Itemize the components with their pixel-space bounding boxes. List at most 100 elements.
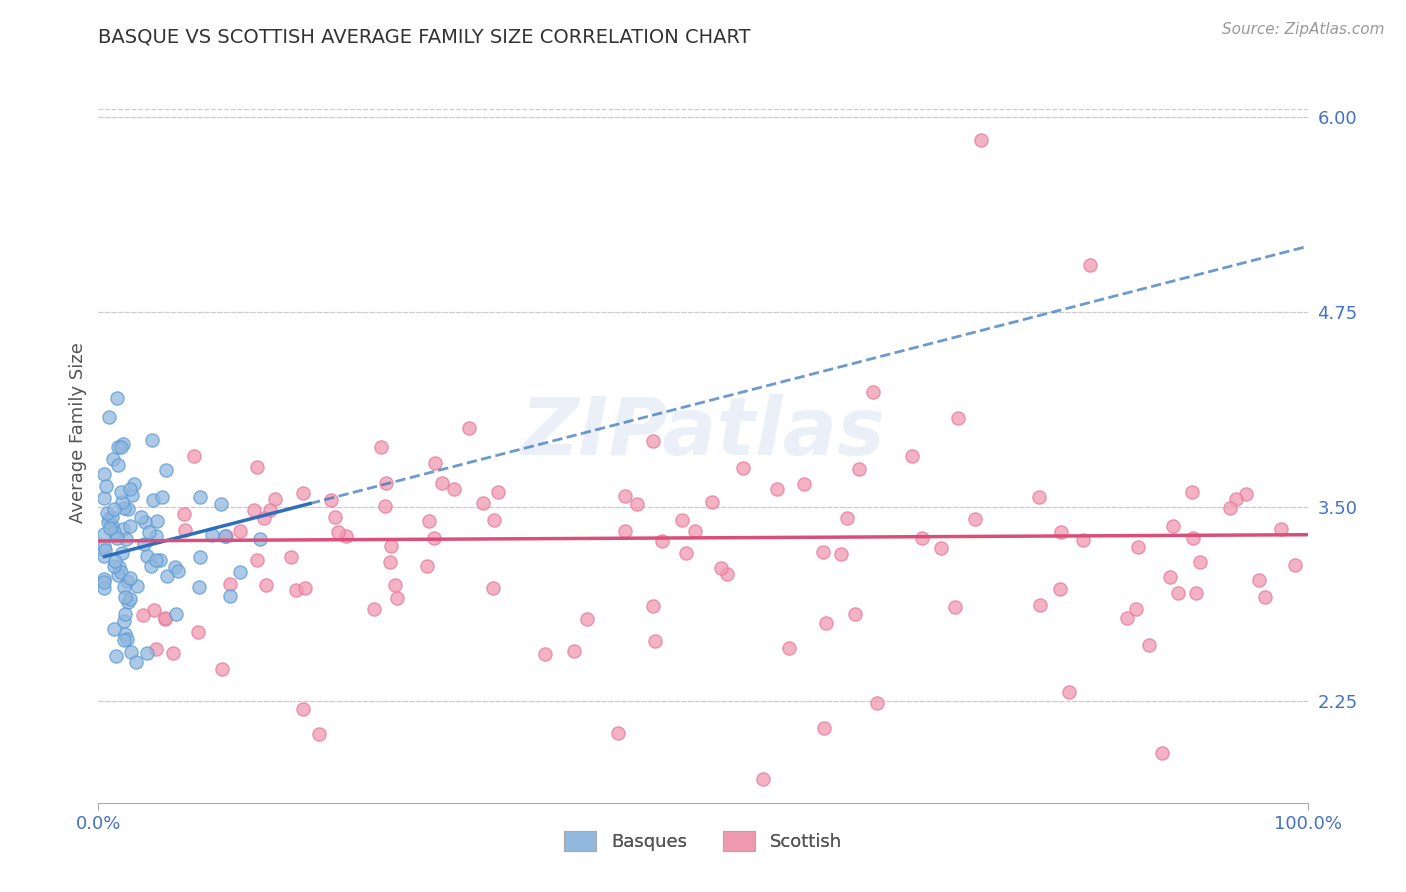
Point [626, 497, 648, 511]
Point [778, 640, 800, 655]
Point [970, 133, 993, 147]
Point [1225, 491, 1247, 506]
Point [651, 534, 673, 549]
Point [1161, 519, 1184, 533]
Point [430, 476, 453, 491]
Point [145, 641, 167, 656]
Point [110, 484, 132, 499]
Point [118, 519, 141, 533]
Point [253, 510, 276, 524]
Point [93, 491, 115, 506]
Point [1254, 591, 1277, 605]
Point [187, 580, 209, 594]
Point [848, 462, 870, 476]
Point [129, 509, 152, 524]
Point [702, 495, 724, 509]
Point [229, 566, 252, 580]
Point [1247, 573, 1270, 587]
Point [1028, 490, 1050, 504]
Point [112, 501, 135, 516]
Point [156, 569, 179, 583]
Point [110, 565, 132, 579]
Point [112, 633, 135, 648]
Point [209, 497, 232, 511]
Point [138, 524, 160, 539]
Point [125, 655, 148, 669]
Point [564, 644, 586, 658]
Point [112, 580, 135, 594]
Point [835, 510, 858, 524]
Point [264, 491, 287, 506]
Point [107, 559, 129, 574]
Point [482, 581, 505, 595]
Point [319, 493, 342, 508]
Point [830, 548, 852, 562]
Point [1049, 524, 1071, 539]
Point [173, 507, 195, 521]
Point [1057, 684, 1080, 698]
Point [115, 632, 138, 646]
Point [214, 529, 236, 543]
Point [614, 524, 637, 539]
Point [384, 578, 406, 592]
Point [100, 518, 122, 533]
Point [97, 515, 120, 529]
Point [374, 499, 396, 513]
Point [443, 482, 465, 496]
Point [149, 552, 172, 566]
Point [93, 543, 115, 558]
Point [107, 567, 129, 582]
Point [380, 555, 402, 569]
Point [101, 452, 124, 467]
Point [243, 503, 266, 517]
Text: ZIPatlas: ZIPatlas [520, 393, 886, 472]
Point [132, 608, 155, 623]
Point [114, 607, 136, 622]
Point [110, 440, 132, 454]
Point [285, 583, 308, 598]
Point [1270, 522, 1292, 536]
Point [385, 591, 408, 606]
Point [292, 486, 315, 500]
Point [142, 493, 165, 508]
Point [135, 549, 157, 564]
Point [576, 612, 599, 626]
Point [422, 531, 444, 545]
Point [93, 527, 115, 541]
Point [1071, 533, 1094, 547]
Point [374, 475, 396, 490]
Point [1159, 570, 1181, 584]
Point [115, 532, 138, 546]
Point [183, 449, 205, 463]
Point [118, 482, 141, 496]
Point [103, 501, 125, 516]
Point [1284, 558, 1306, 573]
Point [167, 564, 190, 578]
Point [486, 484, 509, 499]
Point [187, 625, 209, 640]
Point [101, 509, 124, 524]
Point [98, 409, 121, 424]
Point [188, 490, 211, 504]
Point [111, 437, 134, 451]
Point [153, 612, 176, 626]
Point [811, 545, 834, 559]
Point [174, 523, 197, 537]
Point [929, 541, 952, 555]
Point [134, 515, 156, 529]
Point [201, 528, 224, 542]
Point [458, 421, 481, 435]
Point [211, 662, 233, 676]
Point [675, 546, 697, 560]
Point [93, 539, 115, 553]
Point [1184, 586, 1206, 600]
Point [1128, 540, 1150, 554]
Point [111, 522, 134, 536]
Point [418, 514, 440, 528]
Point [246, 460, 269, 475]
Point [145, 553, 167, 567]
Point [254, 578, 277, 592]
Point [416, 559, 439, 574]
Point [1125, 602, 1147, 616]
Point [607, 725, 630, 739]
